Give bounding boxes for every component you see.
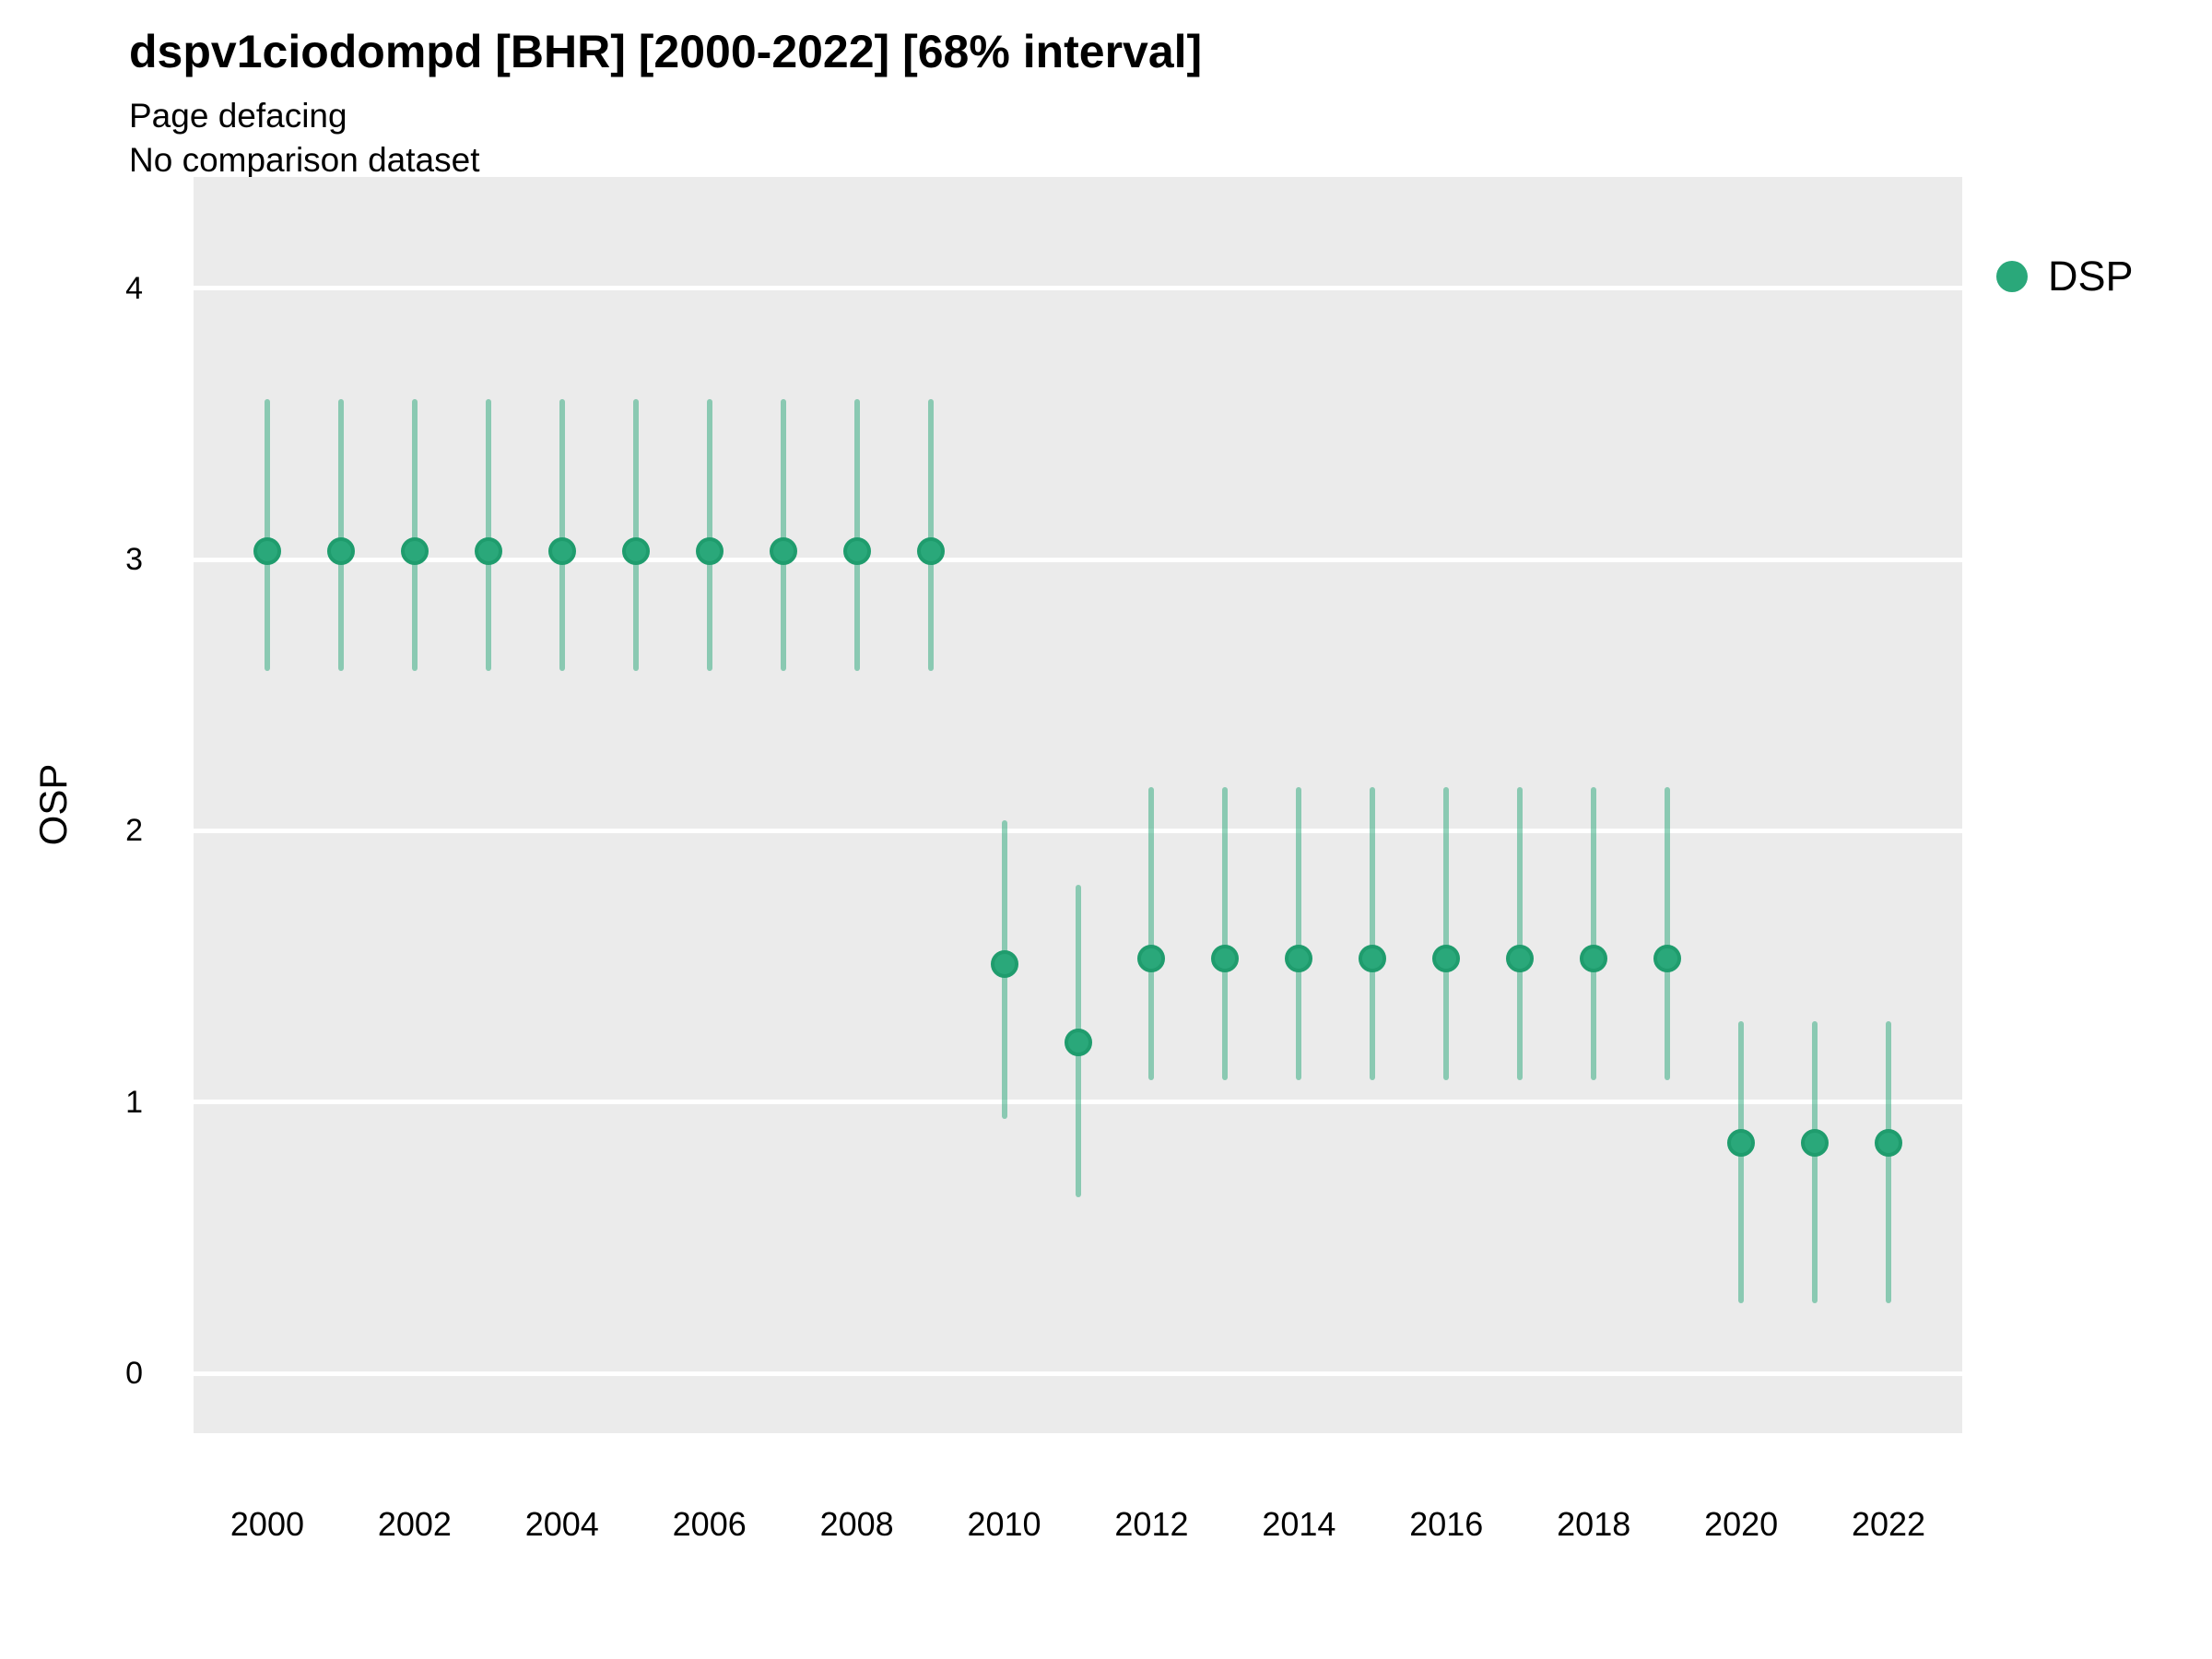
interval-bar-2001 [337, 399, 344, 671]
y-tick-label-2: 2 [125, 813, 143, 849]
interval-bar-2009 [927, 399, 934, 671]
interval-bar-2002 [411, 399, 418, 671]
interval-bar-2019 [1665, 787, 1671, 1081]
chart-subtitle: Page defacing [129, 97, 347, 135]
data-point-2005 [621, 537, 650, 566]
interval-bar-2021 [1812, 1020, 1818, 1303]
y-tick-label-4: 4 [125, 270, 143, 306]
interval-bar-2020 [1738, 1020, 1745, 1303]
y-tick-label-0: 0 [125, 1356, 143, 1392]
x-tick-label-2022: 2022 [1851, 1505, 1926, 1543]
x-tick-label-2016: 2016 [1409, 1505, 1484, 1543]
x-tick-label-2002: 2002 [377, 1505, 452, 1543]
data-point-2022 [1875, 1129, 1903, 1157]
interval-bar-2000 [264, 399, 270, 671]
data-point-2007 [769, 537, 797, 566]
x-tick-label-2008: 2008 [819, 1505, 894, 1543]
plot-panel [194, 177, 1962, 1433]
data-point-2004 [547, 537, 576, 566]
x-tick-label-2006: 2006 [672, 1505, 747, 1543]
y-axis-title: OSP [31, 763, 75, 846]
data-point-2012 [1137, 944, 1166, 972]
x-tick-label-2014: 2014 [1262, 1505, 1336, 1543]
gridline-y-3 [194, 557, 1962, 562]
data-point-2001 [326, 537, 355, 566]
interval-bar-2008 [853, 399, 860, 671]
data-point-2016 [1432, 944, 1461, 972]
data-point-2014 [1285, 944, 1313, 972]
interval-bar-2022 [1886, 1020, 1892, 1303]
y-tick-label-1: 1 [125, 1084, 143, 1120]
data-point-2000 [253, 537, 281, 566]
x-tick-label-2012: 2012 [1114, 1505, 1189, 1543]
interval-bar-2017 [1517, 787, 1524, 1081]
interval-bar-2018 [1591, 787, 1597, 1081]
data-point-2011 [1064, 1029, 1092, 1057]
data-point-2006 [695, 537, 724, 566]
data-point-2010 [990, 949, 1018, 978]
x-tick-label-2020: 2020 [1704, 1505, 1779, 1543]
data-point-2008 [842, 537, 871, 566]
data-point-2021 [1801, 1129, 1830, 1157]
x-tick-label-2004: 2004 [524, 1505, 599, 1543]
gridline-y-4 [194, 286, 1962, 291]
data-point-2019 [1653, 944, 1682, 972]
data-point-2015 [1359, 944, 1387, 972]
gridline-y-2 [194, 828, 1962, 833]
interval-bar-2012 [1148, 787, 1155, 1081]
chart-title: dspv1ciodompd [BHR] [2000-2022] [68% int… [129, 26, 1203, 77]
chart-note: No comparison dataset [129, 141, 480, 179]
data-point-2002 [400, 537, 429, 566]
legend-point-icon [1996, 261, 2028, 292]
x-tick-label-2000: 2000 [229, 1505, 304, 1543]
gridline-y-0 [194, 1371, 1962, 1376]
data-point-2009 [916, 537, 945, 566]
data-point-2013 [1211, 944, 1240, 972]
data-point-2018 [1580, 944, 1608, 972]
interval-bar-2007 [780, 399, 786, 671]
data-point-2020 [1727, 1129, 1756, 1157]
y-tick-label-3: 3 [125, 542, 143, 578]
legend-label: DSP [2048, 253, 2134, 300]
interval-bar-2004 [559, 399, 565, 671]
x-tick-label-2018: 2018 [1557, 1505, 1631, 1543]
interval-bar-2006 [706, 399, 712, 671]
interval-bar-2014 [1296, 787, 1302, 1081]
x-tick-label-2010: 2010 [967, 1505, 1041, 1543]
interval-bar-2015 [1370, 787, 1376, 1081]
interval-bar-2016 [1443, 787, 1450, 1081]
data-point-2003 [474, 537, 502, 566]
interval-bar-2013 [1222, 787, 1229, 1081]
data-point-2017 [1506, 944, 1535, 972]
interval-bar-2005 [632, 399, 639, 671]
interval-bar-2003 [485, 399, 491, 671]
